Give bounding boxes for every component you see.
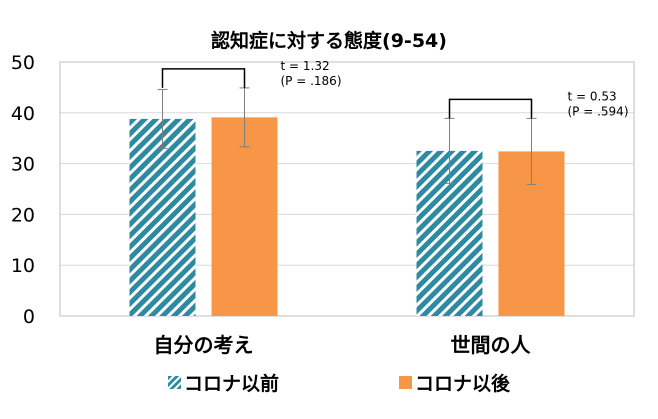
y-tick-label: 30 xyxy=(11,154,35,176)
legend: コロナ以前 コロナ以後 xyxy=(0,369,658,395)
x-tick-label: 世間の人 xyxy=(451,333,532,357)
legend-item-before[interactable]: コロナ以前 xyxy=(168,369,279,396)
legend-swatch-after xyxy=(399,376,412,389)
y-tick-label: 10 xyxy=(11,255,35,277)
annotation-p-value: (P = .186) xyxy=(281,74,342,88)
y-tick-label: 50 xyxy=(11,52,35,74)
annotation-p-value: (P = .594) xyxy=(568,104,629,118)
plot-frame xyxy=(59,61,635,317)
legend-swatch-before xyxy=(168,376,181,389)
y-tick-label: 40 xyxy=(11,103,35,125)
y-tick-label: 20 xyxy=(11,204,35,226)
annotation-stat: t = 1.32 xyxy=(281,59,330,73)
legend-label-before: コロナ以前 xyxy=(184,373,280,395)
bar xyxy=(129,118,196,317)
significance-bracket xyxy=(448,98,533,119)
bar xyxy=(211,117,278,316)
significance-bracket xyxy=(161,68,246,88)
legend-label-after: コロナ以後 xyxy=(415,373,511,395)
x-tick-label: 自分の考え xyxy=(154,333,254,357)
y-tick-label: 0 xyxy=(23,306,35,328)
annotation-stat: t = 0.53 xyxy=(568,89,617,103)
legend-item-after[interactable]: コロナ以後 xyxy=(399,369,510,396)
chart-title: 認知症に対する態度(9-54) xyxy=(211,30,447,52)
